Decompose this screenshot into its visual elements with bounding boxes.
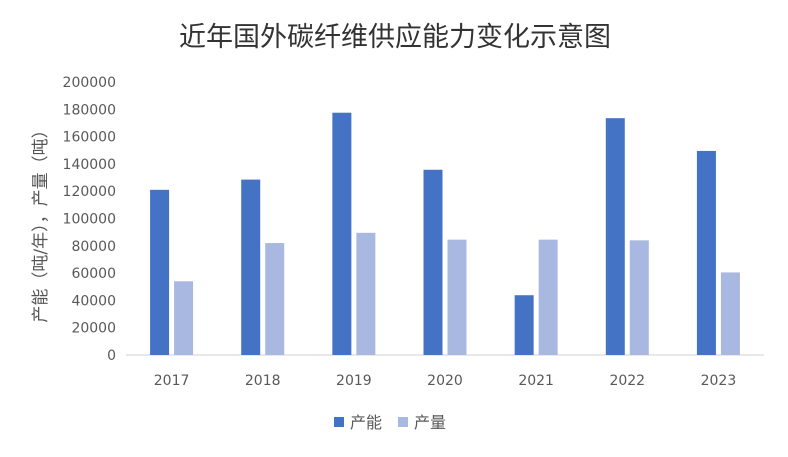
x-tick-label: 2018: [245, 373, 281, 389]
y-tick-label: 100000: [63, 212, 116, 228]
y-tick-label: 60000: [71, 266, 116, 282]
bar-产能-2023: [696, 150, 716, 355]
bar-产量-2018: [265, 243, 285, 355]
bar-产能-2020: [423, 169, 443, 355]
y-axis-label: 产能（吨/年），产量（吨）: [31, 121, 51, 322]
bar-产量-2023: [720, 272, 740, 355]
y-axis-ticks: 0 20000 40000 60000 80000 100000 120000 140000 1…: [63, 75, 116, 364]
y-tick-label: 20000: [71, 321, 116, 337]
x-tick-label: 2023: [701, 373, 737, 389]
x-tick-label: 2017: [154, 373, 190, 389]
y-tick-label: 80000: [71, 239, 116, 255]
x-tick-label: 2020: [427, 373, 463, 389]
bars-group: [150, 112, 740, 356]
bar-产量-2017: [174, 281, 194, 355]
bar-产能-2017: [150, 189, 170, 355]
legend-label: 产量: [414, 413, 446, 432]
bar-产量-2020: [447, 239, 467, 355]
legend: 产能 产量: [334, 413, 446, 432]
chart-title: 近年国外碳纤维供应能力变化示意图: [179, 22, 611, 53]
y-tick-label: 0: [107, 348, 116, 364]
legend-swatch: [398, 417, 408, 427]
y-tick-label: 160000: [63, 130, 116, 146]
bar-产能-2019: [332, 112, 352, 356]
x-tick-label: 2019: [336, 373, 372, 389]
y-tick-label: 180000: [63, 102, 116, 118]
bar-产量-2021: [538, 239, 558, 355]
x-tick-label: 2022: [609, 373, 645, 389]
y-tick-label: 40000: [71, 293, 116, 309]
bar-产能-2021: [514, 295, 534, 355]
bar-产量-2022: [629, 240, 649, 355]
bar-产能-2018: [241, 179, 261, 355]
legend-label: 产能: [350, 413, 382, 432]
bar-产量-2019: [356, 232, 376, 355]
x-tick-label: 2021: [518, 373, 554, 389]
legend-swatch: [334, 417, 344, 427]
x-axis-ticks: 2017 2018 2019 2020 2021 2022 2023: [154, 373, 736, 389]
bar-产能-2022: [605, 118, 625, 355]
y-tick-label: 200000: [63, 75, 116, 91]
y-tick-label: 140000: [63, 157, 116, 173]
y-tick-label: 120000: [63, 184, 116, 200]
